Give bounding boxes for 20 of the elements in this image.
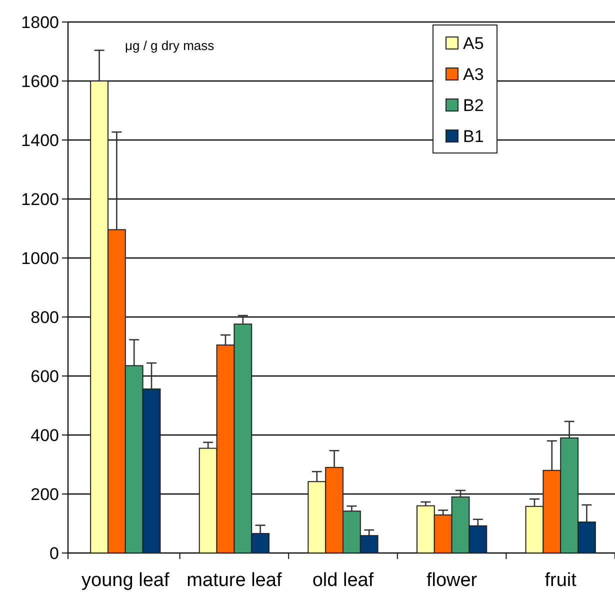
legend-label: A3 (463, 64, 484, 84)
y-tick-label: 400 (30, 426, 59, 445)
x-tick-label: flower (426, 570, 478, 591)
y-tick-label: 800 (30, 308, 59, 327)
y-tick-label: 0 (50, 544, 59, 563)
y-tick-label: 1200 (21, 190, 59, 209)
y-tick-label: 1800 (21, 12, 59, 32)
x-tick-label: old leaf (312, 570, 374, 591)
x-tick-label: young leaf (82, 570, 170, 591)
y-tick-label: 1000 (21, 248, 59, 268)
annotation: μg / g dry mass (125, 38, 215, 53)
legend-label: B2 (463, 96, 484, 115)
y-tick-label: 1400 (21, 130, 59, 150)
legend-label: A5 (463, 34, 484, 53)
legend-label: B1 (463, 126, 484, 146)
x-tick-label: fruit (544, 570, 578, 591)
y-tick-label: 1600 (21, 72, 59, 91)
y-tick-label: 600 (30, 366, 59, 386)
x-tick-label: mature leaf (186, 570, 282, 591)
y-tick-label: 200 (30, 484, 59, 504)
